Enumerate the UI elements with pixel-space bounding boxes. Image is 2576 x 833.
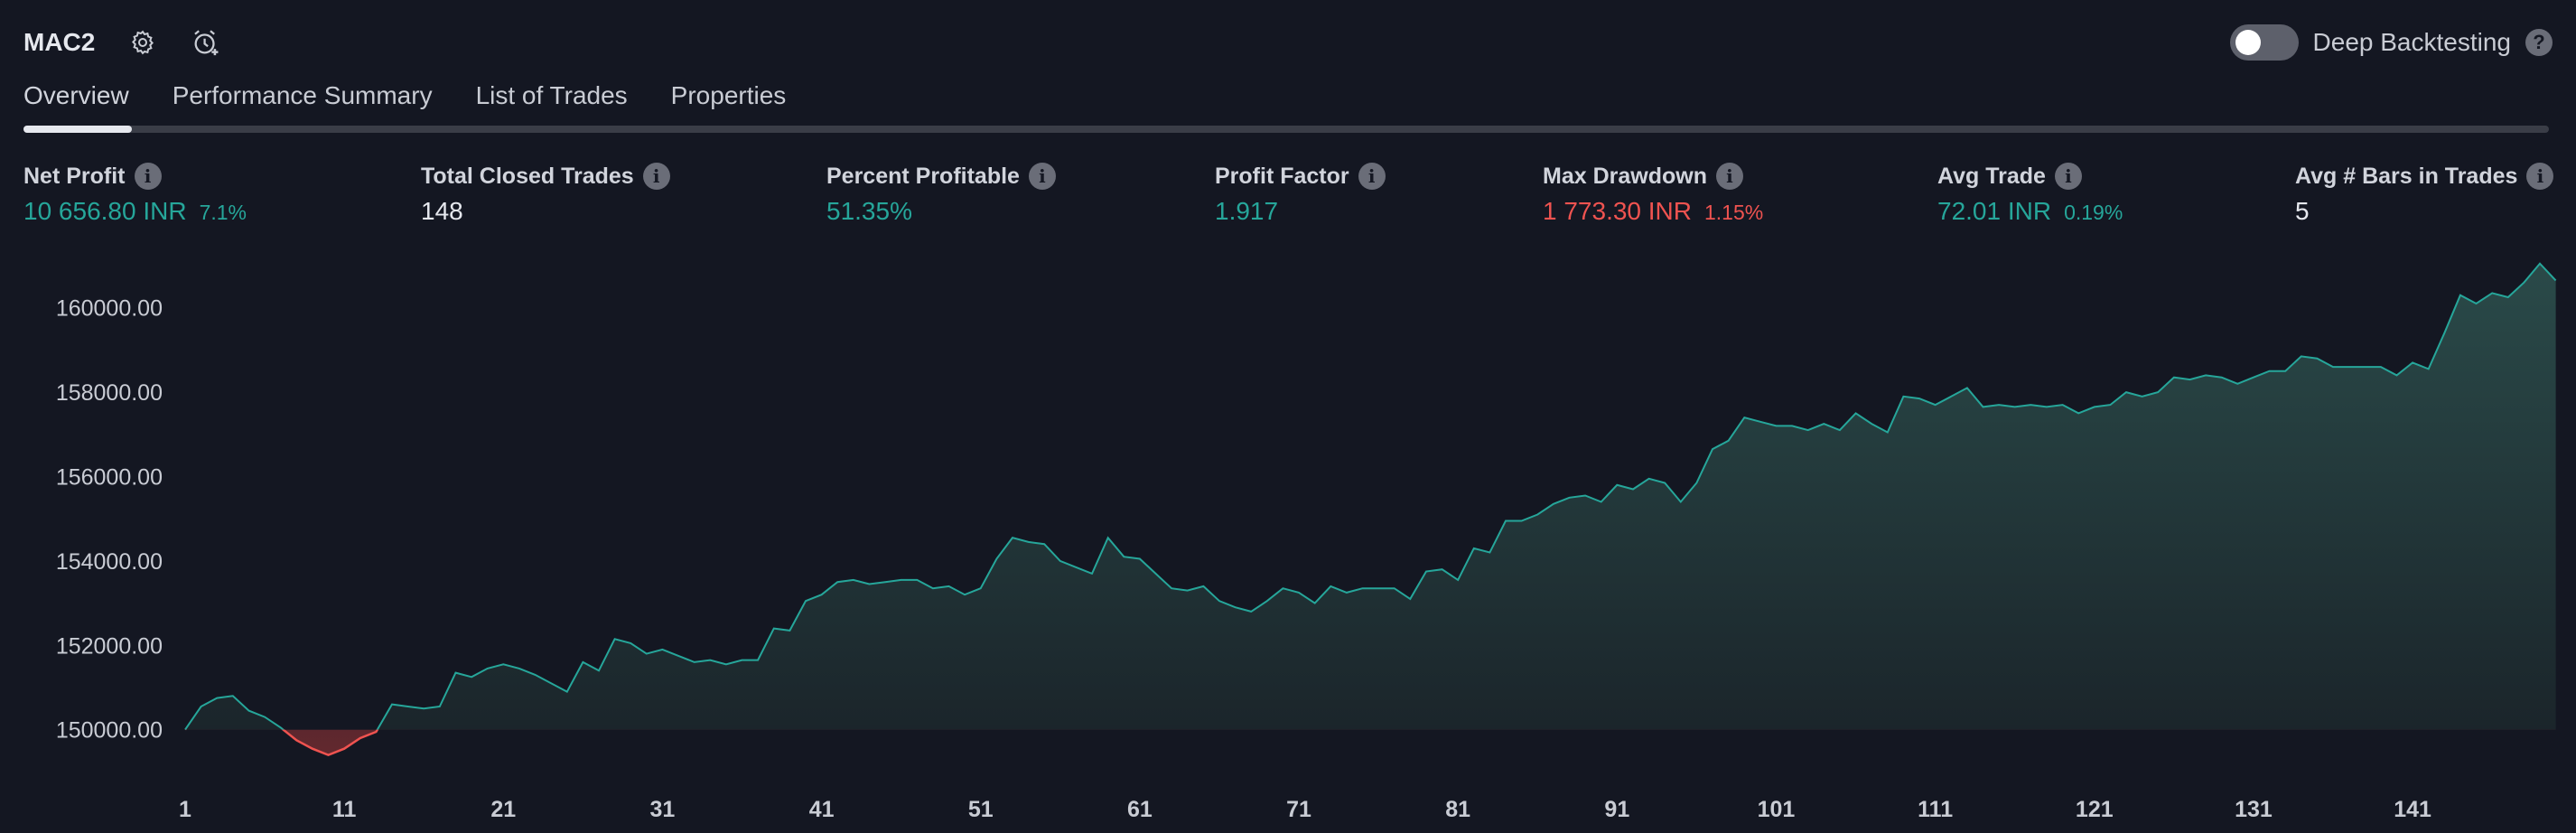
equity-line-positive <box>184 262 2557 730</box>
max-drawdown-value: 1 773.30 INR <box>1543 197 1692 225</box>
metric-net-profit: Net Profit i 10 656.80 INR 7.1% <box>23 163 247 226</box>
y-tick-label: 156000.00 <box>56 464 163 490</box>
x-tick-label: 131 <box>2235 797 2273 822</box>
tab-performance-summary[interactable]: Performance Summary <box>172 81 433 109</box>
info-icon[interactable]: i <box>134 163 162 190</box>
tab-list-of-trades[interactable]: List of Trades <box>475 81 628 109</box>
alarm-clock-plus-icon[interactable] <box>191 27 221 58</box>
percent-profitable-value: 51.35% <box>826 197 912 225</box>
y-tick-label: 160000.00 <box>56 296 163 322</box>
metric-title: Avg # Bars in Trades <box>2295 163 2518 189</box>
y-axis: 150000.00 152000.00 154000.00 156000.00 1580… <box>56 296 163 744</box>
net-profit-value: 10 656.80 INR <box>23 197 187 225</box>
strategy-name: MAC2 <box>23 28 96 56</box>
header: MAC2 <box>23 20 221 65</box>
equity-area-negative <box>283 729 378 755</box>
info-icon[interactable]: i <box>1358 163 1386 190</box>
x-tick-label: 91 <box>1604 797 1629 822</box>
info-icon[interactable]: i <box>2526 163 2554 190</box>
x-tick-label: 71 <box>1286 797 1311 822</box>
x-tick-label: 21 <box>490 797 516 822</box>
y-tick-label: 150000.00 <box>56 718 163 744</box>
total-closed-trades-value: 148 <box>421 197 463 225</box>
profit-factor-value: 1.917 <box>1215 197 1279 225</box>
tab-track <box>23 126 2549 133</box>
equity-area-positive <box>185 263 2556 730</box>
info-icon[interactable]: i <box>1715 163 1743 190</box>
x-tick-label: 121 <box>2076 797 2114 822</box>
avg-bars-in-trades-value: 5 <box>2295 197 2310 225</box>
x-tick-label: 11 <box>332 797 357 822</box>
x-tick-label: 141 <box>2394 797 2431 822</box>
deep-backtesting-toggle[interactable] <box>2229 24 2299 61</box>
x-tick-label: 111 <box>1918 797 1953 822</box>
avg-trade-value: 72.01 INR <box>1937 197 2052 225</box>
max-drawdown-percent: 1.15% <box>1704 201 1764 224</box>
y-tick-label: 158000.00 <box>56 380 163 406</box>
deep-backtesting-label: Deep Backtesting <box>2312 28 2511 56</box>
metric-profit-factor: Profit Factor i 1.917 <box>1215 163 1386 226</box>
deep-backtesting-control: Deep Backtesting ? <box>2229 20 2553 65</box>
info-icon[interactable]: i <box>2054 163 2082 190</box>
metric-percent-profitable: Percent Profitable i 51.35% <box>826 163 1056 226</box>
metric-avg-bars-in-trades: Avg # Bars in Trades i 5 <box>2295 163 2554 226</box>
avg-trade-percent: 0.19% <box>2064 201 2123 224</box>
x-tick-label: 101 <box>1758 797 1796 822</box>
metric-title: Total Closed Trades <box>421 163 634 189</box>
tab-bar: Overview Performance Summary List of Tra… <box>23 81 786 126</box>
metric-title: Percent Profitable <box>826 163 1020 189</box>
metric-title: Profit Factor <box>1215 163 1349 189</box>
equity-chart[interactable]: 150000.00 152000.00 154000.00 156000.00 1580… <box>0 244 2576 833</box>
x-tick-label: 1 <box>179 797 191 822</box>
gear-icon[interactable] <box>127 27 158 58</box>
x-tick-label: 51 <box>968 797 994 822</box>
x-axis: 1 11 21 31 41 51 61 71 81 91 101 111 121 131 141 <box>179 797 2431 822</box>
metric-max-drawdown: Max Drawdown i 1 773.30 INR 1.15% <box>1543 163 1763 226</box>
x-tick-label: 41 <box>809 797 835 822</box>
active-tab-indicator <box>23 126 132 133</box>
info-icon[interactable]: i <box>642 163 670 190</box>
x-tick-label: 61 <box>1127 797 1153 822</box>
metric-title: Avg Trade <box>1937 163 2046 189</box>
metric-title: Max Drawdown <box>1543 163 1707 189</box>
x-tick-label: 81 <box>1445 797 1470 822</box>
metric-avg-trade: Avg Trade i 72.01 INR 0.19% <box>1937 163 2123 226</box>
question-icon[interactable]: ? <box>2525 29 2553 56</box>
info-icon[interactable]: i <box>1028 163 1056 190</box>
x-tick-label: 31 <box>650 797 676 822</box>
metric-total-closed-trades: Total Closed Trades i 148 <box>421 163 670 226</box>
y-tick-label: 154000.00 <box>56 549 163 575</box>
net-profit-percent: 7.1% <box>199 201 247 224</box>
metric-title: Net Profit <box>23 163 126 189</box>
tab-overview[interactable]: Overview <box>23 81 129 109</box>
y-tick-label: 152000.00 <box>56 633 163 659</box>
tab-properties[interactable]: Properties <box>670 81 787 109</box>
